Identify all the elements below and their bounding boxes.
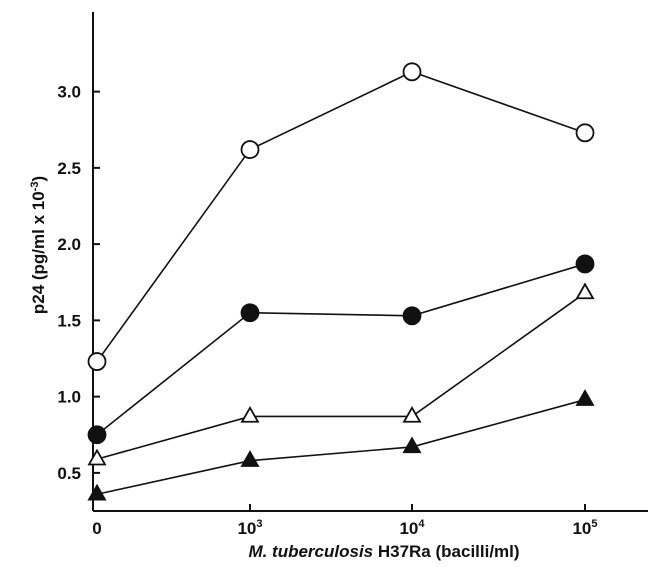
data-point-open-circle xyxy=(575,123,595,143)
series-line-filled-circle xyxy=(96,263,586,436)
y-tick-label: 1.5 xyxy=(57,311,81,330)
data-point-filled-triangle xyxy=(87,483,107,501)
x-axis-label-rest: H37Ra (bacilli/ml) xyxy=(373,542,519,561)
y-axis-ticks: 0.5 1.0 1.5 2.0 2.5 3.0 xyxy=(57,83,100,483)
x-tick-exponent: 5 xyxy=(591,518,597,530)
x-tick-exponent: 3 xyxy=(256,518,262,530)
x-tick-label: 0 xyxy=(92,519,101,538)
data-point-filled-triangle xyxy=(240,450,260,467)
y-axis-label-sup: -3 xyxy=(29,182,41,192)
series-line-filled-triangle xyxy=(96,398,586,496)
y-tick-label: 1.0 xyxy=(57,388,81,407)
data-point-open-circle xyxy=(402,62,422,82)
data-point-open-triangle xyxy=(240,405,260,423)
x-tick-base: 10 xyxy=(572,519,591,538)
y-tick-label: 2.0 xyxy=(57,235,81,254)
data-point-open-circle xyxy=(87,352,107,371)
y-tick-label: 3.0 xyxy=(57,83,81,102)
y-tick-label: 0.5 xyxy=(57,464,81,483)
x-tick-label: 105 xyxy=(572,518,597,538)
x-tick-label: 103 xyxy=(237,518,262,538)
x-tick-label: 104 xyxy=(399,518,425,538)
y-axis-label: p24 (pg/ml x 10-3) xyxy=(29,176,48,314)
y-axis-label-close: ) xyxy=(29,176,48,182)
x-axis-ticks: 0 103 104 105 xyxy=(92,504,598,538)
data-point-filled-circle xyxy=(575,254,595,274)
data-point-open-triangle xyxy=(402,405,422,423)
y-axis-label-text: p24 (pg/ml x 10 xyxy=(29,191,48,314)
x-tick-base: 0 xyxy=(92,519,101,538)
data-point-open-triangle xyxy=(87,448,107,466)
data-point-filled-circle xyxy=(402,306,422,326)
series-line-open-circle xyxy=(96,70,586,363)
data-point-filled-triangle xyxy=(402,436,422,454)
chart-axes xyxy=(92,12,648,512)
data-point-filled-circle xyxy=(87,425,107,445)
x-axis-label: M. tuberculosis H37Ra (bacilli/ml) xyxy=(248,542,519,561)
x-axis-label-italic: M. tuberculosis xyxy=(248,542,373,561)
data-point-filled-circle xyxy=(240,303,260,323)
chart-series xyxy=(87,62,595,501)
data-point-open-circle xyxy=(240,140,260,159)
x-tick-base: 10 xyxy=(237,519,256,538)
data-point-open-triangle xyxy=(575,282,595,300)
y-tick-label: 2.5 xyxy=(57,159,81,178)
series-line-open-triangle xyxy=(96,292,586,460)
x-tick-exponent: 4 xyxy=(418,518,425,530)
data-point-filled-triangle xyxy=(575,389,595,406)
x-tick-base: 10 xyxy=(399,519,418,538)
